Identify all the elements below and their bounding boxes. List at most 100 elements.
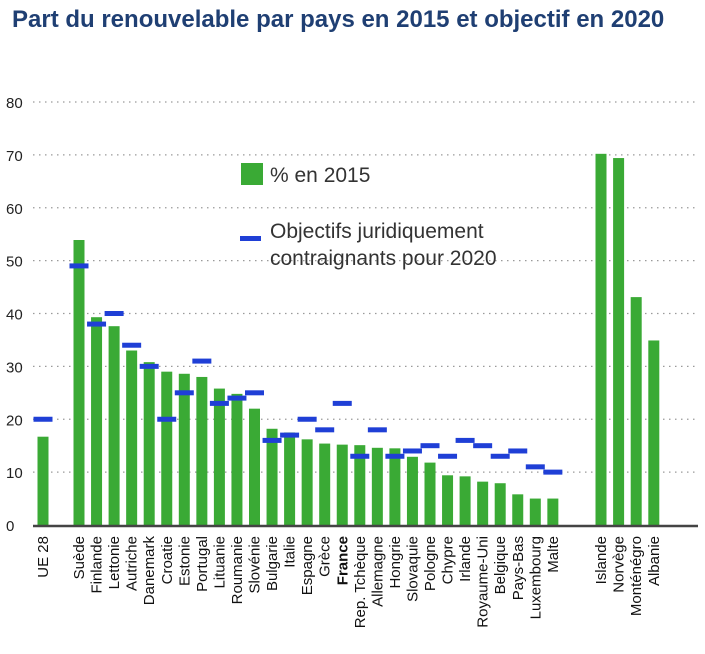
y-tick-label: 50	[6, 254, 23, 271]
legend-marker-label-line1: Objectifs juridiquement	[270, 220, 484, 243]
legend-marker-label-line2: contraignants pour 2020	[270, 247, 497, 270]
bar-UE 28	[37, 436, 49, 525]
x-tick-label: France	[334, 536, 351, 585]
bar-Chypre	[442, 475, 454, 525]
y-tick-label: 20	[6, 412, 23, 429]
y-axis-ticks: 0 10 20 30 40 50 60 70 80	[6, 95, 23, 535]
x-tick-label: Monténégro	[628, 536, 645, 616]
x-tick-label: Bulgarie	[264, 536, 281, 591]
bar-Lettonie	[108, 326, 120, 525]
target-marker-Portugal	[192, 358, 212, 364]
x-tick-label: Irlande	[457, 536, 474, 582]
legend-marker-swatch	[240, 236, 261, 241]
target-marker-Malte	[543, 469, 563, 475]
y-tick-label: 40	[6, 307, 23, 324]
x-tick-label: Croatie	[159, 536, 176, 584]
x-tick-label: Slovénie	[247, 536, 264, 594]
x-tick-label: Luxembourg	[527, 536, 544, 619]
x-tick-label: Royaume-Uni	[475, 536, 492, 628]
target-marker-UE 28	[33, 416, 53, 422]
x-tick-label: Islande	[593, 536, 610, 584]
bar-France	[336, 444, 348, 525]
x-tick-label: Roumanie	[229, 536, 246, 604]
x-tick-label: UE 28	[35, 536, 52, 578]
target-marker-Chypre	[438, 453, 458, 459]
target-marker-Luxembourg	[525, 464, 545, 470]
bar-Pays-Bas	[512, 494, 524, 525]
x-tick-label: Lettonie	[106, 536, 123, 589]
bar-Autriche	[126, 350, 138, 525]
bar-Italie	[284, 432, 296, 525]
bar-Rep. Tchèque	[354, 445, 366, 525]
targets-2020	[33, 263, 563, 475]
x-axis-labels: UE 28 Suède Finlande Lettonie Autriche Danema…	[35, 536, 663, 629]
x-tick-label: Belgique	[492, 536, 509, 594]
legend: % en 2015 Objectifs juridiquement contra…	[240, 163, 497, 270]
target-marker-Allemagne	[367, 427, 387, 433]
x-tick-label: Norvège	[611, 536, 628, 593]
target-marker-Lituanie	[209, 400, 229, 406]
x-tick-label: Autriche	[124, 536, 141, 591]
bar-Croatie	[161, 371, 173, 525]
x-tick-label: Slovaquie	[404, 536, 421, 602]
bar-Suède	[73, 240, 85, 525]
target-marker-Grèce	[315, 427, 335, 433]
target-marker-Suède	[69, 263, 89, 269]
target-marker-France	[332, 400, 352, 406]
y-tick-label: 80	[6, 95, 23, 112]
bar-Grèce	[319, 443, 331, 525]
x-tick-label: Pays-Bas	[510, 536, 527, 600]
bar-Roumanie	[231, 393, 243, 525]
x-tick-label: Rep. Tchèque	[352, 536, 369, 628]
target-marker-Bulgarie	[262, 437, 282, 443]
target-marker-Hongrie	[385, 453, 405, 459]
x-tick-label: Estonie	[176, 536, 193, 586]
bars-2015	[37, 153, 660, 526]
bar-Estonie	[178, 373, 190, 525]
target-marker-Croatie	[157, 416, 177, 422]
target-marker-Royaume-Uni	[473, 443, 493, 449]
target-marker-Slovaquie	[402, 448, 422, 454]
x-tick-label: Grèce	[317, 536, 334, 577]
bar-Finlande	[91, 317, 103, 525]
x-tick-label: Lituanie	[211, 536, 228, 589]
target-marker-Finlande	[87, 321, 107, 327]
y-tick-label: 70	[6, 148, 23, 165]
legend-bar-swatch	[241, 163, 263, 185]
y-tick-label: 10	[6, 465, 23, 482]
y-tick-label: 60	[6, 201, 23, 218]
target-marker-Belgique	[490, 453, 510, 459]
x-tick-label: Portugal	[194, 536, 211, 592]
chart-title: Part du renouvelable par pays en 2015 et…	[12, 6, 665, 33]
legend-bar-label: % en 2015	[270, 164, 370, 187]
x-tick-label: Italie	[282, 536, 299, 568]
bar-Belgique	[494, 483, 506, 525]
x-tick-label: Chypre	[440, 536, 457, 584]
target-marker-Pays-Bas	[508, 448, 528, 454]
bar-Monténégro	[630, 297, 642, 525]
bar-Albanie	[648, 340, 660, 525]
x-tick-label: Malte	[545, 536, 562, 573]
bar-Portugal	[196, 376, 208, 525]
target-marker-Autriche	[122, 342, 142, 348]
bar-Malte	[547, 498, 559, 525]
x-tick-label: Espagne	[299, 536, 316, 595]
target-marker-Roumanie	[227, 395, 247, 401]
bar-Islande	[595, 153, 607, 525]
x-tick-label: Pologne	[422, 536, 439, 591]
bar-Espagne	[301, 439, 313, 525]
x-tick-label: Hongrie	[387, 536, 404, 589]
target-marker-Pologne	[420, 443, 440, 449]
bar-Slovénie	[249, 408, 260, 525]
target-marker-Espagne	[297, 416, 317, 422]
target-marker-Estonie	[174, 390, 194, 396]
bar-Hongrie	[389, 448, 401, 525]
bar-Danemark	[143, 362, 155, 525]
target-marker-Rep. Tchèque	[350, 453, 370, 459]
y-tick-label: 0	[6, 518, 14, 535]
x-tick-label: Allemagne	[369, 536, 386, 607]
bar-Luxembourg	[529, 498, 541, 525]
bar-Norvège	[613, 158, 625, 526]
bar-Allemagne	[371, 447, 383, 525]
